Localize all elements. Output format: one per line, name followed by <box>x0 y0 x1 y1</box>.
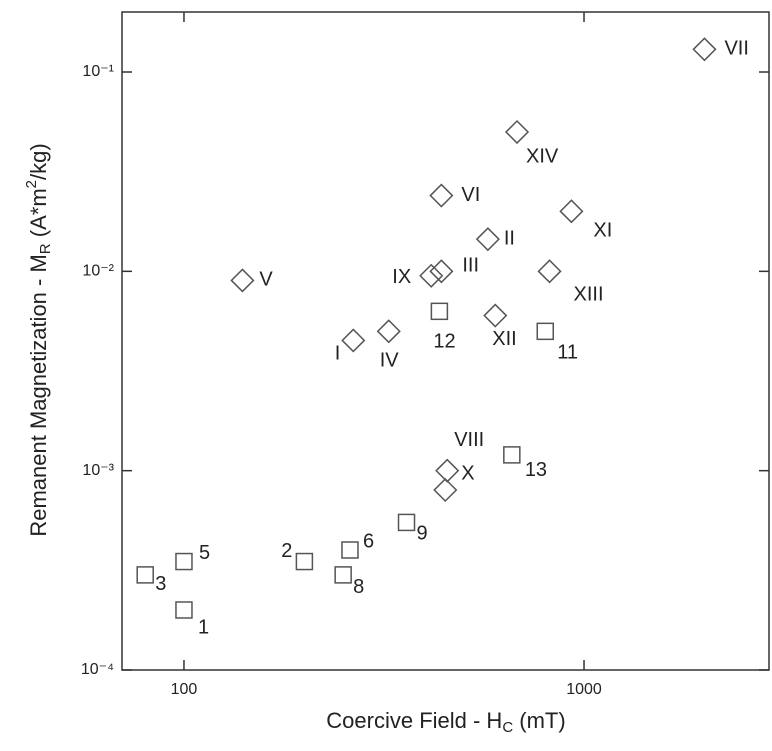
square-marker <box>536 322 554 341</box>
point-label: 5 <box>199 542 210 564</box>
diamond-marker <box>341 328 366 353</box>
y-label-mid: (A*m <box>26 188 51 243</box>
point-label: XII <box>492 328 516 350</box>
point-label: 9 <box>417 523 428 545</box>
point-label: 6 <box>363 530 374 552</box>
plot-frame <box>121 11 770 671</box>
point-label: I <box>335 343 341 365</box>
diamond-marker <box>537 259 562 284</box>
diamond-marker <box>419 263 444 288</box>
diamond-marker <box>433 477 458 503</box>
diamond-marker <box>483 303 508 328</box>
point-label: V <box>259 269 273 291</box>
point-label: 8 <box>353 576 364 598</box>
square-marker <box>503 446 521 464</box>
square-marker <box>175 552 193 571</box>
square-marker <box>341 541 359 559</box>
point-label: VII <box>724 38 748 60</box>
y-tick-label: 10⁻² <box>82 263 114 280</box>
square-marker <box>136 566 154 584</box>
point-label: 12 <box>433 331 455 353</box>
point-label: X <box>461 462 474 484</box>
y-tick-label: 10⁻³ <box>82 462 114 479</box>
y-label-sup: 2 <box>23 180 40 188</box>
point-label: II <box>504 227 515 249</box>
y-tick-label: 10⁻⁴ <box>81 661 114 678</box>
square-marker <box>430 302 449 321</box>
square-marker <box>334 566 352 584</box>
x-label-sub: C <box>502 719 513 736</box>
square-marker <box>295 552 314 571</box>
point-label: XI <box>593 220 612 242</box>
x-tick-label: 1000 <box>566 681 602 698</box>
y-label-rest: /kg) <box>26 143 51 180</box>
diamond-marker <box>559 199 584 224</box>
diamond-marker <box>504 119 530 145</box>
point-label: 11 <box>557 342 578 364</box>
x-tick-label: 100 <box>171 681 198 698</box>
point-label: 2 <box>281 540 292 562</box>
diamond-marker <box>692 37 717 62</box>
y-tick-label: 10⁻¹ <box>82 63 114 80</box>
y-label-text: Remanent Magnetization - M <box>26 254 51 536</box>
point-label: IV <box>380 350 400 372</box>
point-label: 13 <box>525 459 547 481</box>
y-axis-label: Remanent Magnetization - MR (A*m2/kg) <box>23 143 54 536</box>
square-marker <box>397 513 416 532</box>
diamond-marker <box>475 227 500 252</box>
x-axis-label: Coercive Field - HC (mT) <box>326 708 565 736</box>
x-label-rest: (mT) <box>513 708 566 733</box>
x-label-text: Coercive Field - H <box>326 708 502 733</box>
point-label: XIII <box>574 284 604 306</box>
point-label: III <box>462 255 479 277</box>
diamond-marker <box>230 268 255 293</box>
point-label: 1 <box>198 616 209 638</box>
point-label: XIV <box>526 145 559 167</box>
diamond-marker <box>435 458 460 483</box>
diamond-marker <box>376 319 401 344</box>
point-label: VI <box>461 184 480 206</box>
point-label: 3 <box>155 573 166 595</box>
diamond-marker <box>429 259 454 284</box>
point-label: VIII <box>454 429 484 451</box>
diamond-marker <box>429 183 454 208</box>
point-label: IX <box>392 266 411 288</box>
square-marker <box>175 601 193 619</box>
y-label-sub: R <box>37 243 54 254</box>
